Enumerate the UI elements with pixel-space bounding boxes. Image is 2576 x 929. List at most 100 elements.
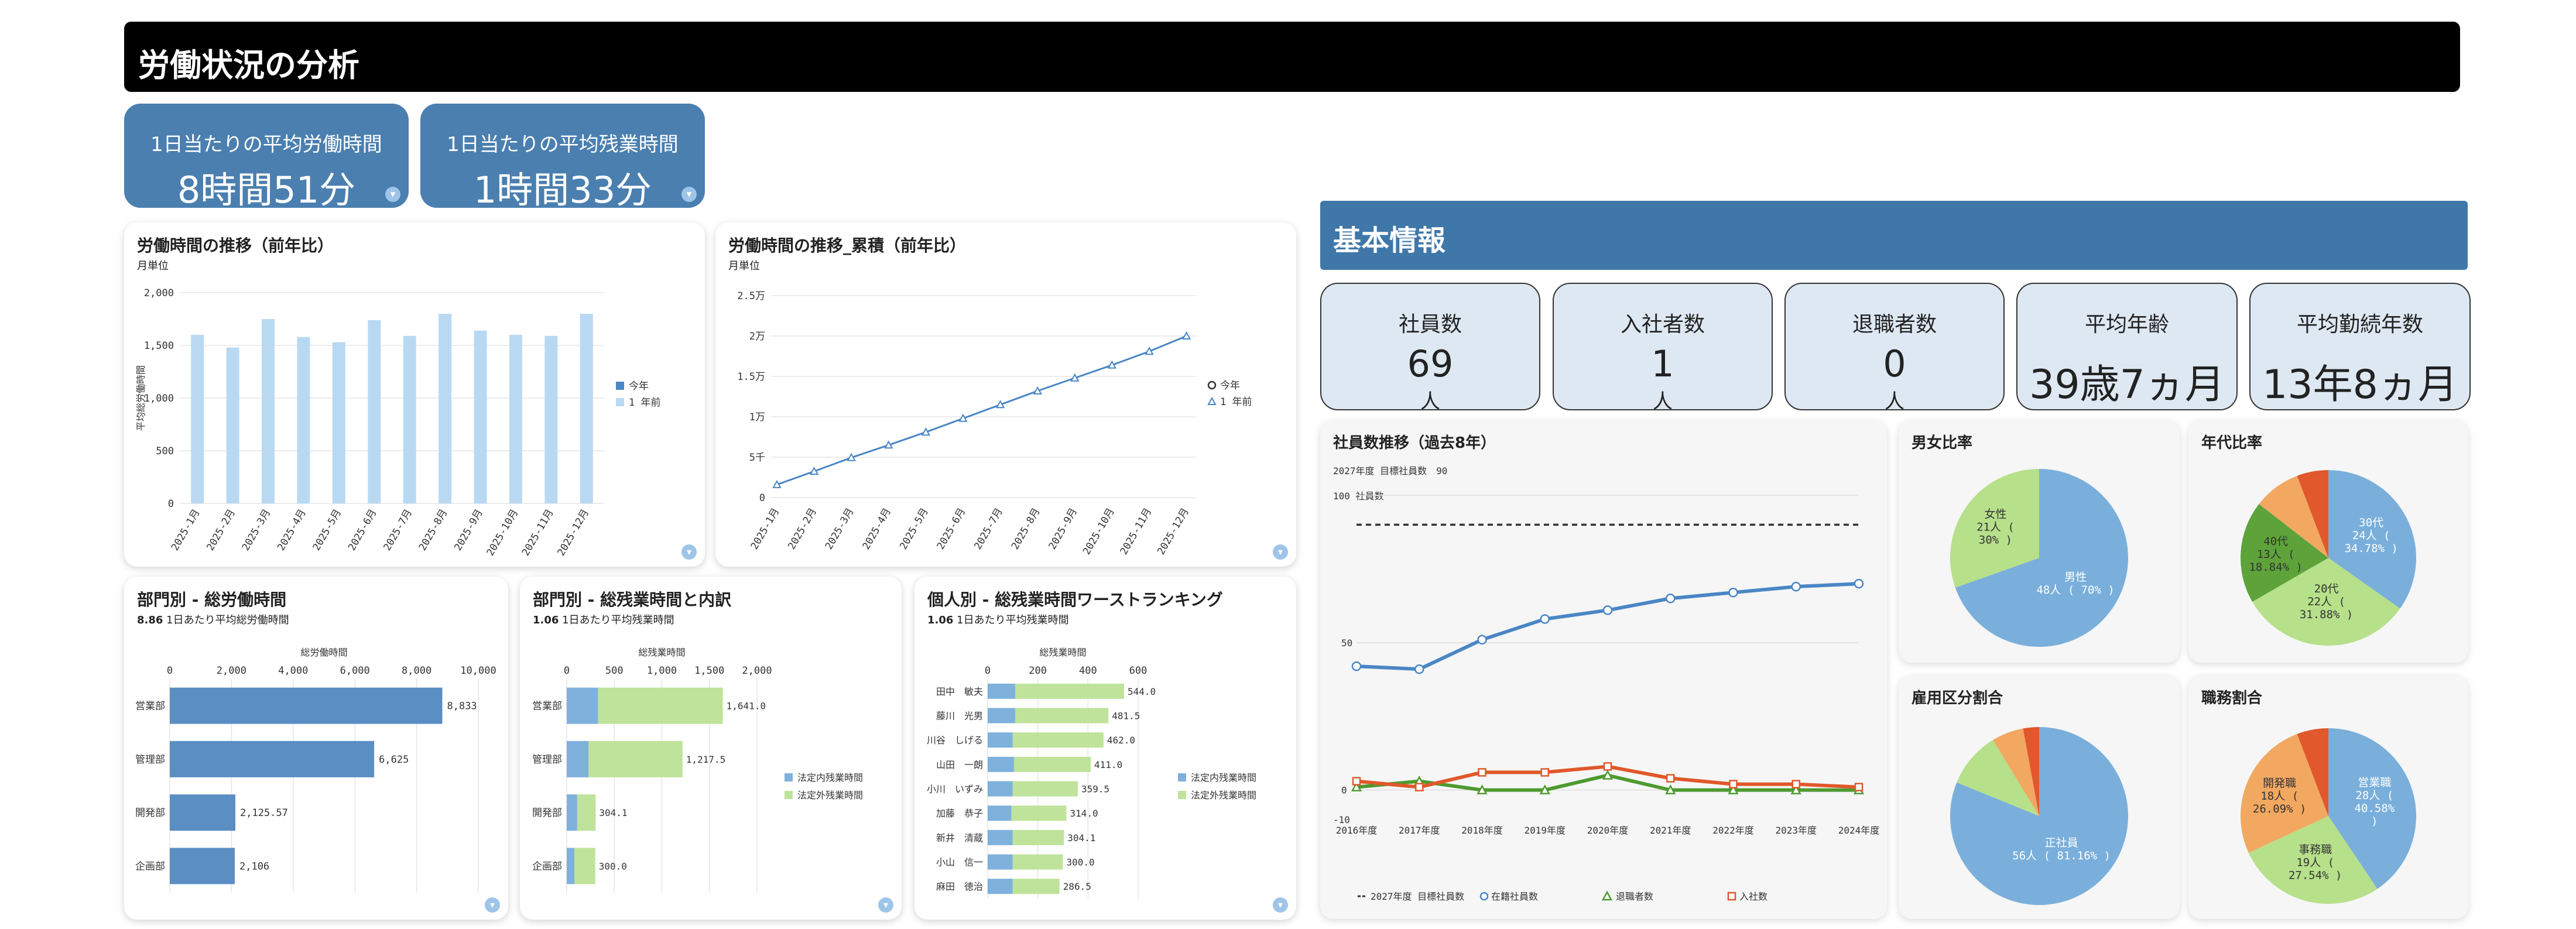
bar-segment [567, 741, 589, 777]
bar-segment [598, 687, 723, 724]
pie-slice-label: 開発職 18人 (26.09% ) [2253, 777, 2307, 815]
panel-title: 個人別 - 総残業時間ワーストランキング [927, 590, 1223, 609]
category-label: 田中 敏夫 [936, 686, 983, 697]
x-tick-label: 10,000 [460, 665, 496, 677]
data-point [1415, 783, 1424, 791]
pie-slice [2252, 558, 2400, 646]
bar-segment [1012, 829, 1064, 845]
pie-chart-age: 30代 24人 (34.78% ) 20代 22人 (31.88% ) 40代 13人 (… [2241, 470, 2416, 646]
bar-segment [988, 854, 1013, 870]
y-tick-label: 50 [1341, 637, 1352, 649]
legend-marker [1479, 892, 1489, 901]
filter-icon[interactable]: ▾ [681, 187, 697, 202]
legend-label: 今年 [629, 380, 649, 392]
stat-label: 平均勤続年数 [2296, 313, 2423, 337]
x-tick-label: 2020年度 [1587, 825, 1629, 836]
panel-individual-overtime-ranking: 個人別 - 総残業時間ワーストランキング 1.06 1日あたり平均残業時間 総残… [914, 577, 1296, 920]
data-point [1854, 783, 1864, 791]
stat-average-tenure[interactable]: 平均勤続年数 13年8ヵ月 [2249, 283, 2471, 410]
bar [297, 337, 310, 503]
filter-icon[interactable]: ▾ [485, 897, 500, 913]
kpi-avg-overtime[interactable]: 1日当たりの平均残業時間 1時間33分 ▾ [420, 104, 705, 211]
bar-total-label: 544.0 [1128, 686, 1156, 697]
kpi-label: 1日当たりの平均労働時間 [150, 133, 382, 156]
panel-title: 職務割合 [2201, 690, 2263, 707]
data-point [809, 467, 819, 475]
x-tick-label: 2025-6月 [346, 508, 379, 553]
bar-segment [1012, 732, 1104, 748]
stat-new-hires[interactable]: 入社者数 1 人 [1553, 283, 1773, 413]
x-tick-label: 2025-3月 [823, 506, 857, 552]
legend-label: 退職者数 [1616, 891, 1653, 902]
bar-segment [988, 732, 1013, 748]
data-point [884, 440, 893, 449]
legend-label: 1 年前 [629, 397, 660, 409]
y-tick-label: 2,000 [144, 287, 174, 299]
bar-total-label: 411.0 [1094, 759, 1122, 770]
legend-label: 入社数 [1739, 891, 1767, 902]
filter-icon[interactable]: ▾ [1273, 544, 1288, 560]
x-tick-label: 8,000 [402, 665, 431, 677]
x-tick-label: 2025-10月 [1081, 506, 1117, 557]
avg-label: 1日あたり平均総労働時間 [166, 614, 289, 626]
stat-employees[interactable]: 社員数 69 人 [1320, 283, 1540, 413]
pie-slice [2297, 728, 2328, 816]
panel-dept-total-hours: 部門別 - 総労働時間 8.86 1日あたり平均総労働時間 総労働時間 0 2,00… [124, 577, 508, 920]
bar [226, 347, 239, 503]
x-tick-label: 2025-9月 [1047, 506, 1080, 552]
category-label: 新井 清蔵 [936, 832, 983, 844]
pie-slice-label: 20代 22人 (31.88% ) [2300, 582, 2354, 621]
filter-icon[interactable]: ▾ [681, 544, 697, 560]
y-tick-label: 1,000 [144, 393, 174, 404]
panel-title: 労働時間の推移（前年比） [137, 236, 334, 255]
stat-label: 平均年齢 [2084, 313, 2169, 337]
data-point [1666, 774, 1675, 783]
data-point [1540, 768, 1549, 777]
bar [332, 342, 345, 503]
bar [191, 335, 204, 503]
legend-label: 法定内残業時間 [797, 772, 863, 783]
y-tick-label: 1万 [749, 412, 765, 423]
bar-segment [1012, 879, 1060, 894]
data-point [1791, 581, 1801, 592]
category-label: 小川 いずみ [927, 784, 983, 795]
panel-subtitle: 1.06 1日あたり平均残業時間 [533, 612, 674, 627]
bar [170, 687, 443, 724]
x-tick-label: 2019年度 [1524, 825, 1566, 836]
stat-average-age[interactable]: 平均年齢 39歳7ヵ月 [2016, 283, 2238, 410]
legend-marker [1207, 380, 1217, 390]
stat-value: 69 [1407, 342, 1454, 385]
panel-employment-type-ratio: 雇用区分割合 正社員 56人 ( 81.16% ) [1899, 676, 2180, 919]
stat-retirees[interactable]: 退職者数 0 人 [1784, 283, 2005, 413]
bar-chart-work-hours: 0 500 1,000 1,500 2,000 平均総労働時間 2025-1月 2025-2月… [135, 287, 660, 558]
x-tick-label: 2025-4月 [275, 508, 309, 553]
bar-segment [988, 879, 1013, 894]
bar-segment [1012, 854, 1063, 870]
kpi-avg-work-hours[interactable]: 1日当たりの平均労働時間 8時間51分 ▾ [124, 104, 409, 211]
bar-total-label: 1,217.5 [686, 754, 725, 765]
x-tick-label: 1,500 [694, 665, 724, 677]
x-tick-label: 2023年度 [1775, 825, 1817, 836]
category-label: 加藤 恭子 [936, 808, 983, 819]
data-point [1602, 605, 1613, 615]
pie-chart-employment-type: 正社員 56人 ( 81.16% ) [1950, 727, 2128, 905]
bar-total-label: 462.0 [1107, 735, 1135, 746]
stat-label: 退職者数 [1852, 313, 1937, 337]
bar-total-label: 481.5 [1112, 711, 1140, 722]
avg-label: 1日あたり平均残業時間 [562, 614, 674, 626]
x-tick-label: 2025-2月 [786, 506, 819, 552]
filter-icon[interactable]: ▾ [878, 897, 893, 913]
legend-marker [1601, 890, 1613, 901]
data-point [1477, 635, 1487, 645]
stat-unit: 人 [1885, 390, 1904, 413]
category-label: 営業部 [135, 701, 165, 712]
y-tick-label: -10 [1333, 814, 1350, 825]
x-tick-label: 2021年度 [1650, 825, 1691, 836]
bar-segment [988, 683, 1016, 699]
panel-work-hours-trend: 労働時間の推移（前年比） 月単位 0 500 1,000 1,500 2,000 平均総労… [124, 222, 705, 567]
bar-value-label: 6,625 [379, 754, 409, 766]
filter-icon[interactable]: ▾ [385, 187, 400, 202]
x-tick-label: 2024年度 [1838, 825, 1880, 836]
filter-icon[interactable]: ▾ [1273, 897, 1288, 913]
x-tick-label: 2018年度 [1461, 825, 1503, 836]
